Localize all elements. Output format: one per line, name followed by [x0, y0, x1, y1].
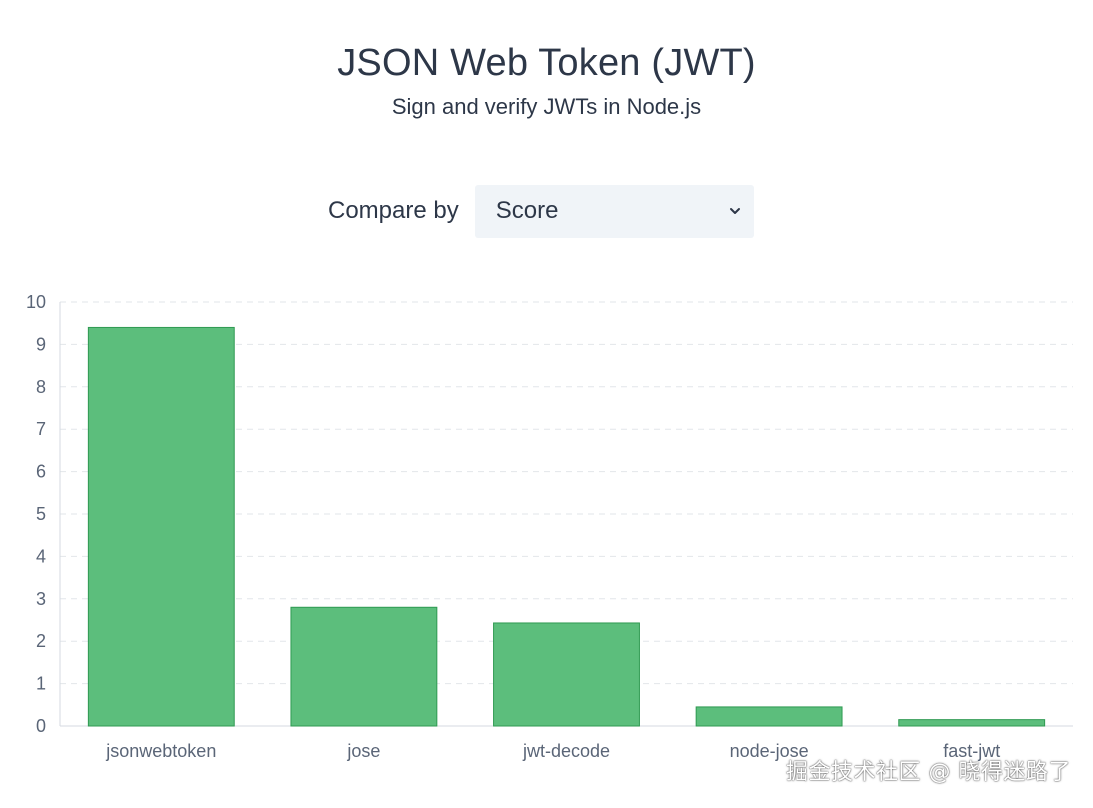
y-tick-label: 7 [36, 419, 46, 439]
compare-control: Compare by Score [328, 184, 754, 238]
y-tick-label: 6 [36, 462, 46, 482]
y-tick-label: 2 [36, 631, 46, 651]
bar-fast-jwt [898, 719, 1046, 727]
y-tick-label: 10 [26, 292, 46, 312]
compare-selected-value: Score [495, 197, 559, 224]
bar-chart: 0 1 2 3 4 5 6 7 8 9 10 jsonwebtoken jose jwt-decode no… [26, 292, 1073, 761]
x-tick-label: fast-jwt [943, 741, 1000, 761]
watermark: 掘金技术社区 @ 晓得迷路了 [786, 760, 1071, 785]
y-tick-label: 3 [36, 589, 46, 609]
x-tick-label: node-jose [730, 741, 809, 761]
compare-label: Compare by [328, 197, 459, 224]
bar-jose [290, 606, 438, 727]
y-tick-label: 9 [36, 334, 46, 354]
bar-jsonwebtoken [87, 326, 235, 727]
x-tick-label: jose [346, 741, 380, 761]
y-tick-label: 8 [36, 377, 46, 397]
compare-by-select[interactable]: Score [474, 184, 754, 238]
chevron-down-icon [729, 208, 740, 214]
page-title: JSON Web Token (JWT) [337, 42, 756, 84]
x-tick-label: jwt-decode [522, 741, 610, 761]
bar-node-jose [695, 706, 843, 727]
y-tick-label: 4 [36, 546, 46, 566]
y-tick-label: 0 [36, 716, 46, 736]
y-tick-label: 5 [36, 504, 46, 524]
y-tick-label: 1 [36, 674, 46, 694]
bar-jwt-decode [493, 622, 640, 727]
x-tick-label: jsonwebtoken [105, 741, 216, 761]
page-subtitle: Sign and verify JWTs in Node.js [391, 94, 702, 119]
